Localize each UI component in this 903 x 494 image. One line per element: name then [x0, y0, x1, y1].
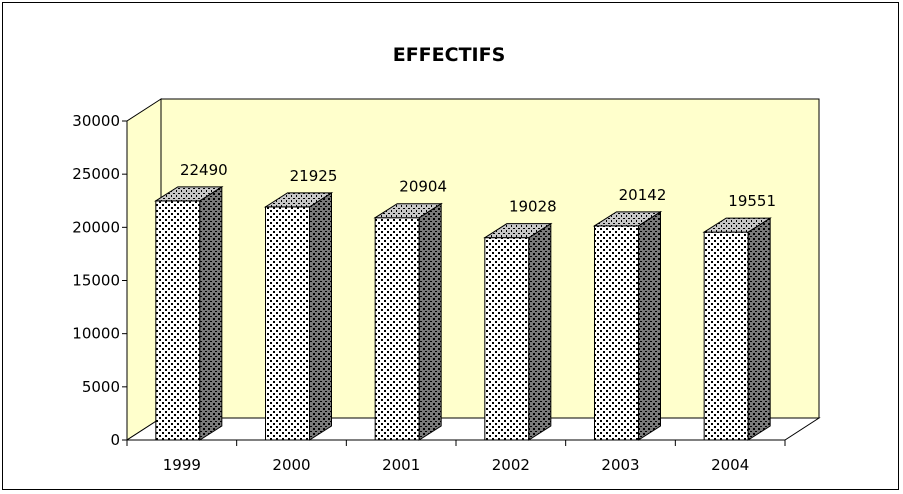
y-tick-label: 30000 — [72, 112, 120, 130]
bar-front — [374, 217, 420, 441]
bar-front — [703, 231, 749, 441]
y-tick-label: 5000 — [82, 378, 120, 396]
x-tick-label: 2000 — [272, 456, 310, 474]
bar-front — [594, 225, 639, 441]
y-tick-label: 20000 — [72, 218, 120, 236]
bar-top — [154, 186, 224, 202]
bar-value-label: 19551 — [728, 192, 776, 210]
bar-side — [747, 217, 771, 441]
bar-value-label: 19028 — [509, 198, 557, 216]
bar-chart: 0 5000 10000 15000 20000 25000 30000 22490 1999… — [72, 44, 821, 474]
y-tick-label: 25000 — [72, 165, 120, 183]
bar-top — [483, 223, 553, 239]
bar-front — [265, 206, 310, 441]
bar-side — [418, 202, 442, 441]
x-tick-label: 2002 — [492, 456, 530, 474]
bar-value-label: 20142 — [619, 186, 667, 204]
bar-side — [309, 191, 332, 441]
bar-value-label: 22490 — [180, 161, 228, 179]
x-tick-label: 2003 — [601, 456, 639, 474]
bar-top — [592, 211, 663, 227]
bar-side — [199, 185, 223, 441]
bar-front — [155, 200, 201, 441]
bar-side — [638, 210, 661, 441]
bar-front — [484, 237, 530, 441]
bar-side — [528, 222, 552, 441]
bar-value-label: 20904 — [399, 178, 447, 196]
chart-title: EFFECTIFS — [393, 44, 506, 66]
bar-top — [702, 217, 772, 233]
bar-top — [373, 203, 443, 219]
x-tick-label: 2004 — [711, 456, 749, 474]
x-tick-label: 1999 — [163, 456, 201, 474]
y-tick-label: 0 — [110, 431, 120, 449]
bar-value-label: 21925 — [290, 167, 338, 185]
x-tick-label: 2001 — [382, 456, 420, 474]
y-tick-label: 15000 — [72, 272, 120, 290]
bar-top — [263, 192, 334, 208]
y-tick-label: 10000 — [72, 325, 120, 343]
